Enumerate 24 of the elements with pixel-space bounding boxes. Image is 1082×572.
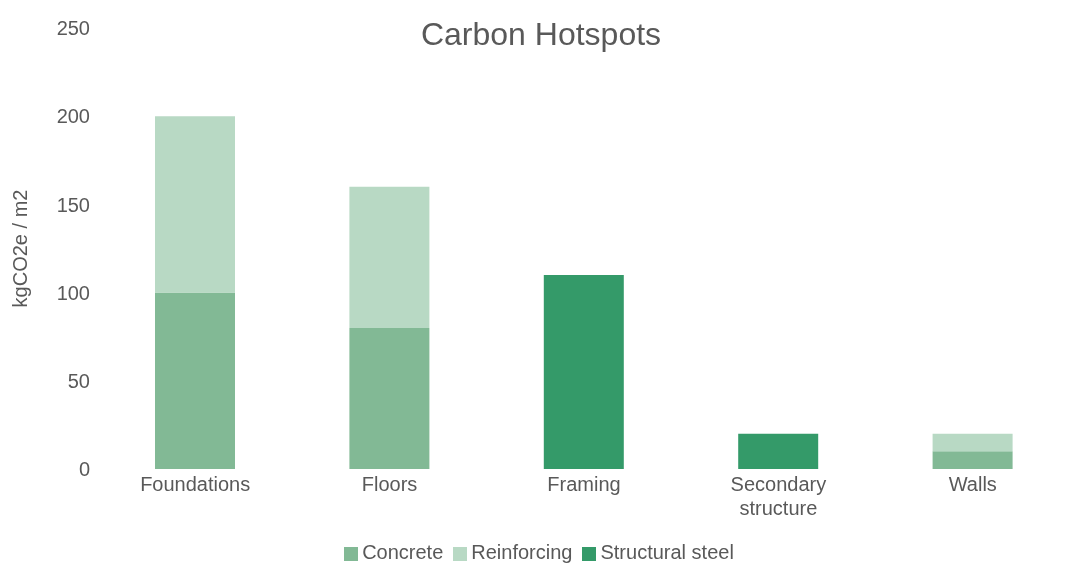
bar (155, 292, 235, 469)
y-tick-label: 150 (56, 193, 90, 216)
bar (932, 451, 1013, 469)
bar (738, 433, 819, 469)
bar (349, 186, 430, 328)
legend-label: Reinforcing (471, 541, 573, 563)
bar (932, 433, 1013, 452)
y-axis-title: kgCO2e / m2 (9, 189, 32, 308)
y-tick-label: 100 (56, 281, 90, 304)
y-tick-label: 50 (67, 369, 90, 392)
y-tick-label: 250 (56, 17, 90, 40)
x-tick-label: Floors (361, 473, 418, 495)
x-tick-label: Walls (948, 473, 997, 495)
x-tick-label: Framing (547, 473, 621, 495)
bar (543, 274, 624, 469)
legend-label: Structural steel (600, 541, 734, 563)
y-tick-label: 0 (78, 458, 90, 481)
x-tick-label: Foundations (140, 473, 251, 495)
bar (349, 327, 430, 469)
chart-title: Carbon Hotspots (420, 16, 662, 52)
y-tick-label: 200 (56, 105, 90, 128)
bar (155, 116, 235, 293)
x-tick-label: Secondary structure (730, 473, 827, 519)
legend-label: Concrete (362, 541, 444, 563)
